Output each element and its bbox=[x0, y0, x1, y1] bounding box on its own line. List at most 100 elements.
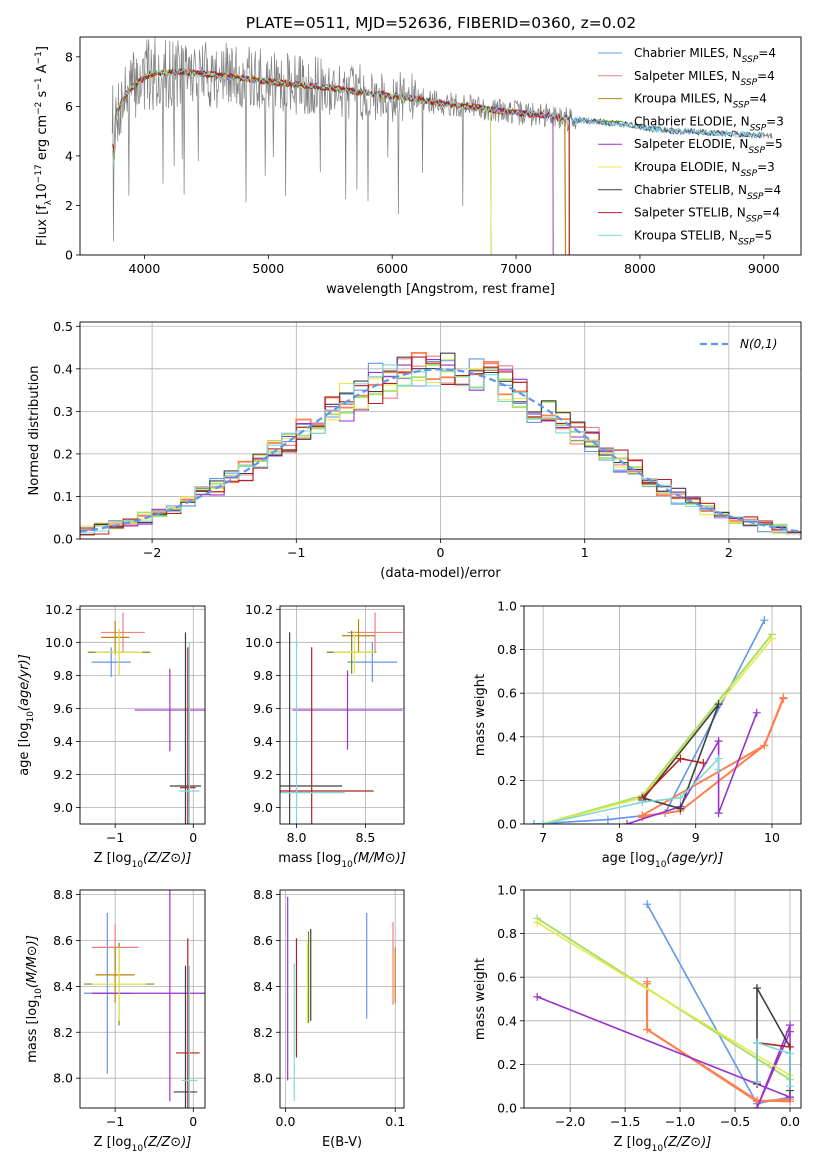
legend-suffix: =4 bbox=[757, 69, 775, 83]
residuals-panel: −2 −1 0 1 2 0.0 0.1 0.2 0.3 0.4 0.5 (data-model)/er… bbox=[27, 319, 802, 581]
mass_weight_vs_age-marker-4-0 bbox=[623, 820, 632, 824]
spectrum-model-line-8 bbox=[112, 67, 763, 167]
legend-suffix: =4 bbox=[764, 183, 782, 197]
label-part: age [ bbox=[17, 742, 32, 775]
mass_weight_vs_age-ytick-label: 1.0 bbox=[497, 599, 517, 614]
residuals-frame bbox=[79, 321, 802, 540]
label-part: (Z/Z⊙)] bbox=[143, 1135, 191, 1150]
label-part: mass weight bbox=[473, 958, 488, 1040]
legend-text: Kroupa MILES, N bbox=[634, 92, 733, 106]
residuals-ytick-label: 0.3 bbox=[53, 404, 73, 419]
legend-sub: SSP bbox=[750, 123, 767, 133]
mass_vs_Z-plot-area bbox=[80, 890, 205, 1108]
figure-title: PLATE=0511, MJD=52636, FIBERID=0360, z=0… bbox=[246, 14, 636, 32]
age_vs_Z-xlabel: Z [log10(Z/Z⊙)] bbox=[94, 851, 192, 870]
mass_vs_EBV-panel: 0.0 0.1 8.0 8.2 8.4 8.6 8.8 E(B-V) bbox=[253, 887, 405, 1150]
mass_weight_vs_age-marker-8-3 bbox=[714, 754, 723, 763]
residuals-ytick-label: 0.0 bbox=[53, 532, 73, 547]
label-part: Z [ bbox=[94, 851, 112, 866]
spectrum-ytick-label: 4 bbox=[65, 148, 73, 163]
mass_weight_vs_Z-xtick-label: −0.5 bbox=[720, 1114, 750, 1129]
label-part: (M/M⊙)] bbox=[25, 935, 40, 988]
mass_weight_vs_age-marker-6-1 bbox=[676, 804, 685, 813]
spectrum-xtick-label: 5000 bbox=[252, 261, 284, 276]
residuals-xlabel: (data-model)/error bbox=[380, 566, 501, 581]
mass_weight_vs_age-line-4 bbox=[626, 712, 758, 824]
mass_weight_vs_Z-marker-6-1 bbox=[753, 984, 762, 993]
mass_vs_EBV-ytick-label: 8.4 bbox=[253, 979, 273, 994]
spectrum-model-line-7 bbox=[112, 68, 570, 255]
legend-suffix: =4 bbox=[749, 92, 767, 106]
mass_vs_EBV-ytick-label: 8.2 bbox=[253, 1025, 273, 1040]
label-part: Normed distribution bbox=[27, 366, 42, 496]
legend-text: Salpeter MILES, N bbox=[634, 69, 741, 83]
mass_vs_Z-ytick-label: 8.2 bbox=[53, 1025, 73, 1040]
age_vs_mass-plot-area bbox=[280, 606, 404, 824]
mass_weight_vs_Z-xtick-label: −2.0 bbox=[555, 1114, 585, 1129]
label-part: log bbox=[112, 851, 132, 866]
mass_weight_vs_age-xtick-label: 7 bbox=[539, 830, 547, 845]
mass_weight_vs_Z-marker-4-3 bbox=[753, 1104, 762, 1108]
residuals-plot-area bbox=[80, 322, 801, 539]
mass_weight_vs_age-xtick-label: 9 bbox=[692, 830, 700, 845]
mass_vs_EBV-ytick-label: 8.0 bbox=[253, 1071, 273, 1086]
mass_vs_Z-panel: −1 08.08.28.48.68.8Z [log10(Z/Z⊙)]mass [l… bbox=[25, 887, 206, 1154]
legend-suffix: =3 bbox=[757, 160, 775, 174]
mass_vs_EBV-ytick-label: 8.6 bbox=[253, 933, 273, 948]
label-part: 10 bbox=[35, 183, 50, 200]
mass_weight_vs_Z-line-1 bbox=[646, 981, 791, 1103]
legend-label-3: Chabrier ELODIE, NSSP=3 bbox=[634, 114, 784, 133]
label-part: Z [ bbox=[94, 1135, 112, 1150]
spectrum-ytick-label: 8 bbox=[65, 49, 73, 64]
mass_vs_Z-ytick-label: 8.0 bbox=[53, 1071, 73, 1086]
label-part: E(B-V) bbox=[322, 1135, 362, 1150]
age_vs_Z-panel: −1 09.09.29.49.69.810.010.2Z [log10(Z/Z⊙)… bbox=[17, 602, 206, 870]
label-part: age [ bbox=[602, 851, 635, 866]
age_vs_Z-ytick-label: 10.2 bbox=[45, 602, 73, 617]
legend-suffix: =3 bbox=[766, 114, 784, 128]
mass_weight_vs_Z-marker-5-0 bbox=[533, 918, 542, 927]
mass_weight_vs_age-ytick-label: 0.6 bbox=[497, 686, 517, 701]
gaussian-legend-label: N(0,1) bbox=[740, 337, 777, 351]
residual-hist-8 bbox=[80, 364, 801, 535]
residuals-xtick-label: −1 bbox=[287, 545, 305, 560]
mass_vs_EBV-frame bbox=[279, 889, 405, 1109]
residual-hist-6 bbox=[80, 352, 801, 536]
mass_weight_vs_age-xtick-label: 10 bbox=[764, 830, 780, 845]
label-part: 10 bbox=[132, 1144, 144, 1154]
mass_weight_vs_age-marker-6-2 bbox=[714, 700, 723, 709]
label-part: (M/M⊙)] bbox=[353, 851, 406, 866]
mass_weight_vs_Z-marker-4-0 bbox=[533, 992, 542, 1001]
age_vs_Z-frame bbox=[79, 605, 206, 825]
residuals-ylabel: Normed distribution bbox=[27, 366, 42, 496]
mass_weight_vs_age-line-5 bbox=[542, 638, 773, 824]
legend-text: Salpeter ELODIE, N bbox=[634, 137, 748, 151]
legend-suffix: =5 bbox=[765, 137, 783, 151]
legend-sub: SSP bbox=[742, 55, 759, 65]
mass_weight_vs_age-line-6 bbox=[641, 703, 720, 810]
spectrum-xtick-label: 6000 bbox=[376, 261, 408, 276]
age_vs_mass-ytick-label: 9.4 bbox=[253, 734, 273, 749]
age_vs_Z-plot-area bbox=[80, 606, 205, 824]
legend-suffix: =4 bbox=[762, 206, 780, 220]
spectrum-ytick-label: 0 bbox=[65, 248, 73, 263]
label-part: −2 bbox=[34, 102, 44, 115]
legend-text: Kroupa ELODIE, N bbox=[634, 160, 741, 174]
legend-label-6: Chabrier STELIB, NSSP=4 bbox=[634, 183, 781, 202]
mass_weight_vs_Z-line-5 bbox=[536, 922, 791, 1076]
mass_weight_vs_age-marker-0-3 bbox=[760, 616, 769, 625]
spectrum-ytick-label: 2 bbox=[65, 198, 73, 213]
mass_weight_vs_age-marker-5-2 bbox=[768, 634, 777, 643]
residuals-xtick-label: 1 bbox=[581, 545, 589, 560]
age_vs_mass-ytick-label: 10.2 bbox=[245, 602, 273, 617]
mass_weight_vs_age-line-0 bbox=[533, 619, 766, 824]
label-part: log bbox=[17, 723, 32, 743]
label-part: 10 bbox=[34, 988, 44, 1000]
mass_weight_vs_Z-marker-8-2 bbox=[786, 1049, 795, 1058]
mass_weight_vs_Z-marker-8-3 bbox=[786, 1082, 795, 1091]
mass_weight_vs_age-xtick-label: 8 bbox=[615, 830, 623, 845]
mass_weight_vs_Z-marker-0-0 bbox=[643, 900, 652, 909]
legend-text: Salpeter STELIB, N bbox=[634, 206, 746, 220]
